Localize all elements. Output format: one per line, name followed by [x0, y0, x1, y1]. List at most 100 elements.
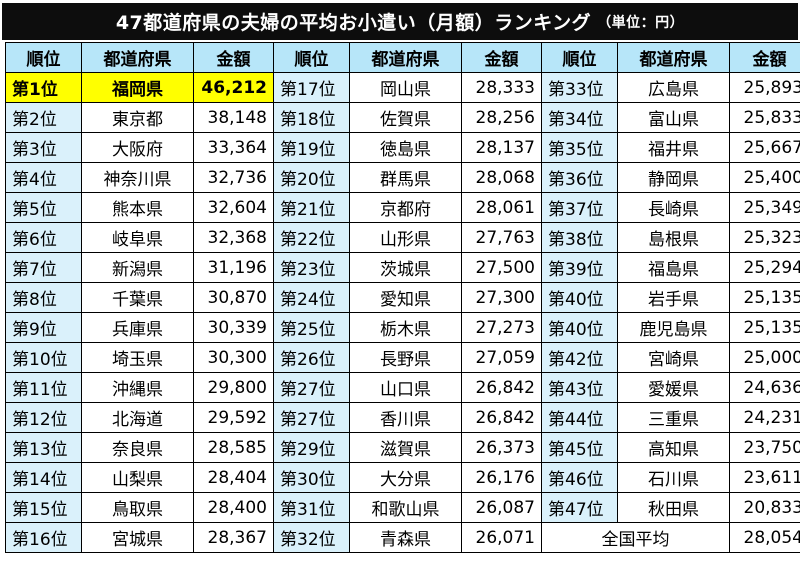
prefecture-cell: 長崎県	[617, 192, 730, 223]
prefecture-cell: 宮城県	[81, 522, 194, 553]
prefecture-cell: 岡山県	[349, 72, 462, 103]
table-row: 第13位 奈良県 28,585 第29位 滋賀県 26,373 第45位 高知県 23,750	[5, 432, 800, 463]
rank-cell: 第29位	[273, 432, 350, 463]
table-row: 第11位 沖縄県 29,800 第27位 山口県 26,842 第43位 愛媛県 24,636	[5, 372, 800, 403]
amount-cell: 25,400	[729, 162, 800, 193]
rank-cell: 第36位	[541, 162, 618, 193]
amount-cell: 27,500	[461, 252, 542, 283]
rank-cell: 第26位	[273, 342, 350, 373]
amount-cell: 25,667	[729, 132, 800, 163]
header-rank: 順位	[5, 42, 82, 73]
amount-cell: 38,148	[193, 102, 274, 133]
page-title: 47都道府県の夫婦の平均お小遣い（月額）ランキング	[115, 12, 592, 34]
amount-cell: 27,300	[461, 282, 542, 313]
prefecture-cell: 大分県	[349, 462, 462, 493]
table-row: 第7位 新潟県 31,196 第23位 茨城県 27,500 第39位 福島県 25,294	[5, 252, 800, 283]
table-row: 第16位 宮城県 28,367 第32位 青森県 26,071 全国平均 28,054	[5, 522, 800, 553]
prefecture-cell: 岐阜県	[81, 222, 194, 253]
table-row: 第15位 鳥取県 28,400 第31位 和歌山県 26,087 第47位 秋田県 20,833	[5, 492, 800, 523]
rank-cell: 第45位	[541, 432, 618, 463]
rank-cell: 第40位	[541, 282, 618, 313]
rank-cell: 第4位	[5, 162, 82, 193]
prefecture-cell: 山口県	[349, 372, 462, 403]
table-row: 第9位 兵庫県 30,339 第25位 栃木県 27,273 第40位 鹿児島県 25,135	[5, 312, 800, 343]
prefecture-cell: 東京都	[81, 102, 194, 133]
prefecture-cell: 石川県	[617, 462, 730, 493]
rank-cell: 第12位	[5, 402, 82, 433]
table-row: 第2位 東京都 38,148 第18位 佐賀県 28,256 第34位 富山県 25,833	[5, 102, 800, 133]
table-row: 第1位 福岡県 46,212 第17位 岡山県 28,333 第33位 広島県 25,893	[5, 72, 800, 103]
rank-cell: 第9位	[5, 312, 82, 343]
rank-cell: 第18位	[273, 102, 350, 133]
prefecture-cell: 愛媛県	[617, 372, 730, 403]
rank-cell: 第23位	[273, 252, 350, 283]
prefecture-cell: 佐賀県	[349, 102, 462, 133]
amount-cell: 23,750	[729, 432, 800, 463]
amount-cell: 27,059	[461, 342, 542, 373]
rank-cell: 第42位	[541, 342, 618, 373]
ranking-body: 第1位 福岡県 46,212 第17位 岡山県 28,333 第33位 広島県 25,893 第2…	[5, 72, 800, 553]
amount-cell: 28,367	[193, 522, 274, 553]
amount-cell: 33,364	[193, 132, 274, 163]
rank-cell: 第13位	[5, 432, 82, 463]
amount-cell: 24,231	[729, 402, 800, 433]
amount-cell: 30,300	[193, 342, 274, 373]
table-row: 第3位 大阪府 33,364 第19位 徳島県 28,137 第35位 福井県 25,667	[5, 132, 800, 163]
amount-cell: 23,611	[729, 462, 800, 493]
header-row: 順位 都道府県 金額 順位 都道府県 金額 順位 都道府県 金額	[5, 42, 800, 73]
prefecture-cell: 青森県	[349, 522, 462, 553]
header-amount: 金額	[193, 42, 274, 73]
rank-cell: 第10位	[5, 342, 82, 373]
amount-cell: 28,137	[461, 132, 542, 163]
prefecture-cell: 富山県	[617, 102, 730, 133]
rank-cell: 第6位	[5, 222, 82, 253]
rank-cell: 第7位	[5, 252, 82, 283]
prefecture-cell: 福井県	[617, 132, 730, 163]
amount-cell: 28,404	[193, 462, 274, 493]
prefecture-cell: 高知県	[617, 432, 730, 463]
amount-cell: 32,736	[193, 162, 274, 193]
rank-cell: 第15位	[5, 492, 82, 523]
rank-cell: 第1位	[5, 72, 82, 103]
title-bar: 47都道府県の夫婦の平均お小遣い（月額）ランキング （単位：円）	[2, 3, 798, 40]
rank-cell: 第39位	[541, 252, 618, 283]
amount-cell: 25,294	[729, 252, 800, 283]
amount-cell: 20,833	[729, 492, 800, 523]
unit-note: （単位：円）	[597, 14, 685, 31]
prefecture-cell: 栃木県	[349, 312, 462, 343]
national-average-value: 28,054	[729, 522, 800, 553]
prefecture-cell: 兵庫県	[81, 312, 194, 343]
rank-cell: 第47位	[541, 492, 618, 523]
prefecture-cell: 和歌山県	[349, 492, 462, 523]
rank-cell: 第32位	[273, 522, 350, 553]
prefecture-cell: 愛知県	[349, 282, 462, 313]
amount-cell: 26,176	[461, 462, 542, 493]
prefecture-cell: 茨城県	[349, 252, 462, 283]
amount-cell: 27,763	[461, 222, 542, 253]
amount-cell: 25,323	[729, 222, 800, 253]
table-row: 第4位 神奈川県 32,736 第20位 群馬県 28,068 第36位 静岡県 25,400	[5, 162, 800, 193]
amount-cell: 28,585	[193, 432, 274, 463]
prefecture-cell: 長野県	[349, 342, 462, 373]
rank-cell: 第2位	[5, 102, 82, 133]
rank-cell: 第27位	[273, 372, 350, 403]
amount-cell: 25,893	[729, 72, 800, 103]
rank-cell: 第11位	[5, 372, 82, 403]
rank-cell: 第3位	[5, 132, 82, 163]
table-row: 第14位 山梨県 28,404 第30位 大分県 26,176 第46位 石川県 23,611	[5, 462, 800, 493]
prefecture-cell: 京都府	[349, 192, 462, 223]
amount-cell: 28,061	[461, 192, 542, 223]
amount-cell: 26,071	[461, 522, 542, 553]
prefecture-cell: 福岡県	[81, 72, 194, 103]
amount-cell: 31,196	[193, 252, 274, 283]
table-row: 第12位 北海道 29,592 第27位 香川県 26,842 第44位 三重県 24,231	[5, 402, 800, 433]
rank-cell: 第5位	[5, 192, 82, 223]
rank-cell: 第21位	[273, 192, 350, 223]
amount-cell: 25,000	[729, 342, 800, 373]
prefecture-cell: 山梨県	[81, 462, 194, 493]
prefecture-cell: 福島県	[617, 252, 730, 283]
header-prefecture: 都道府県	[81, 42, 194, 73]
national-average-label: 全国平均	[541, 522, 730, 553]
amount-cell: 28,256	[461, 102, 542, 133]
prefecture-cell: 山形県	[349, 222, 462, 253]
